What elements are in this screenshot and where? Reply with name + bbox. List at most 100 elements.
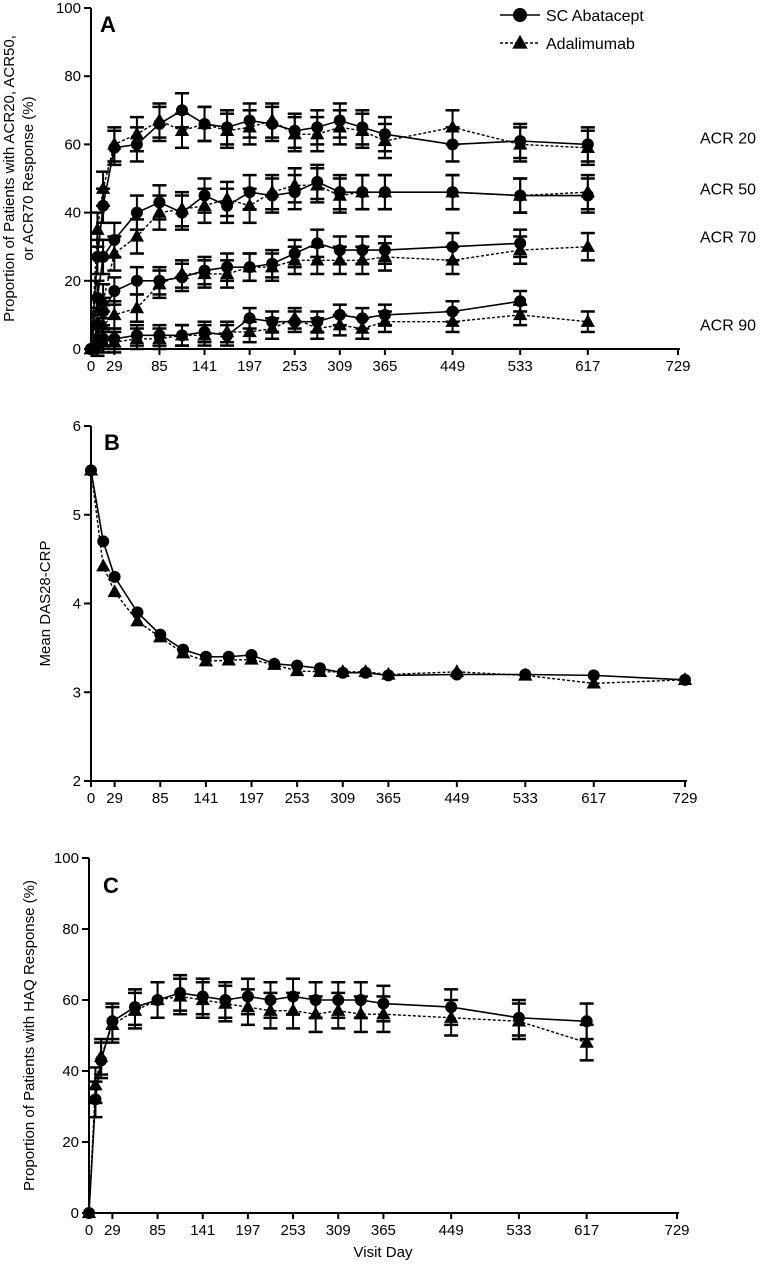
abatacept-point xyxy=(106,1015,119,1028)
abatacept-point xyxy=(241,990,254,1003)
abatacept-point xyxy=(131,606,144,619)
abatacept-point xyxy=(174,986,187,999)
legend-marker-abatacept xyxy=(513,8,527,22)
abatacept-point xyxy=(377,997,390,1010)
x-tick-label: 449 xyxy=(440,358,465,375)
x-tick-label: 617 xyxy=(581,790,606,807)
x-tick-label: 197 xyxy=(239,790,264,807)
x-tick-label: 141 xyxy=(193,790,218,807)
acr50-abatacept-point xyxy=(221,199,234,212)
y-tick-label: 100 xyxy=(54,850,79,867)
panel-letter: B xyxy=(104,430,120,455)
acr70-abatacept-point xyxy=(266,257,279,270)
acr20-abatacept-point xyxy=(288,124,301,137)
x-tick-label: 141 xyxy=(192,358,217,375)
acr90-abatacept-point xyxy=(333,308,346,321)
acr90-abatacept-point xyxy=(243,312,256,325)
abatacept-point xyxy=(519,668,532,681)
acr50-abatacept-point xyxy=(108,233,121,246)
abatacept-point xyxy=(309,994,322,1006)
acr90-abatacept-point xyxy=(446,305,459,318)
x-tick-label: 197 xyxy=(235,1222,260,1239)
acr90-abatacept-point xyxy=(378,308,391,321)
x-tick-label: 0 xyxy=(87,358,95,375)
x-tick-label: 533 xyxy=(506,1222,531,1239)
acr50-abatacept-point xyxy=(378,186,391,199)
acr70-adalimumab-point xyxy=(310,252,325,266)
acr20-abatacept-point xyxy=(333,114,346,127)
x-tick-label: 253 xyxy=(281,1222,306,1239)
x-tick-label: 617 xyxy=(575,358,600,375)
y-tick-label: 40 xyxy=(64,205,81,222)
acr50-abatacept-point xyxy=(333,186,346,199)
acr20-abatacept-point xyxy=(581,138,594,151)
legend-label-abatacept: SC Abatacept xyxy=(546,8,644,25)
acr70-abatacept-point xyxy=(514,237,527,250)
acr90-abatacept-point xyxy=(97,332,110,345)
x-tick-label: 29 xyxy=(106,358,123,375)
acr20-abatacept-point xyxy=(108,141,121,154)
acr20-abatacept-point xyxy=(130,138,143,151)
abatacept-point xyxy=(354,994,367,1006)
x-tick-label: 85 xyxy=(151,358,168,375)
y-tick-label: 80 xyxy=(64,68,81,85)
acr90-abatacept-point xyxy=(108,332,121,345)
x-tick-label: 0 xyxy=(85,1222,93,1239)
acr20-abatacept-point xyxy=(378,128,391,141)
y-tick-label: 6 xyxy=(73,418,81,435)
acr70-abatacept-point xyxy=(288,247,301,260)
x-tick-label: 253 xyxy=(285,790,310,807)
acr90-abatacept-point xyxy=(198,325,211,338)
abatacept-point xyxy=(245,648,258,661)
acr70-adalimumab-point xyxy=(129,300,145,314)
acr70-abatacept-point xyxy=(378,244,391,257)
abatacept-point xyxy=(97,535,110,548)
acr50-abatacept-point xyxy=(198,189,211,202)
abatacept-point xyxy=(268,657,281,670)
abatacept-point xyxy=(287,990,300,1003)
series-label: ACR 50 xyxy=(700,182,756,199)
abatacept-point xyxy=(264,994,277,1006)
x-tick-label: 85 xyxy=(149,1222,166,1239)
abatacept-point xyxy=(445,1001,458,1014)
acr20-abatacept-point xyxy=(266,117,279,130)
x-tick-label: 729 xyxy=(672,790,697,807)
y-tick-label: 5 xyxy=(73,507,81,524)
acr50-abatacept-point xyxy=(97,250,110,263)
abatacept-point xyxy=(154,628,167,641)
abatacept-point xyxy=(512,1011,525,1024)
abatacept-point xyxy=(313,662,326,675)
acr50-abatacept-point xyxy=(311,175,324,188)
acr70-abatacept-point xyxy=(333,244,346,257)
y-axis-label: Proportion of Patients with ACR20, ACR50… xyxy=(1,35,18,322)
acr70-abatacept-point xyxy=(175,271,188,284)
acr20-abatacept-point xyxy=(356,121,369,134)
panel-letter: C xyxy=(103,873,119,898)
x-tick-label: 365 xyxy=(371,1222,396,1239)
adalimumab-point xyxy=(107,584,122,598)
y-tick-label: 100 xyxy=(56,0,81,17)
acr50-abatacept-point xyxy=(356,186,369,199)
abatacept-point xyxy=(222,650,235,663)
acr90-abatacept-point xyxy=(266,315,279,328)
abatacept-point xyxy=(219,994,232,1006)
abatacept-point xyxy=(291,659,304,672)
acr90-abatacept-point xyxy=(130,329,143,342)
acr20-abatacept-point xyxy=(243,114,256,127)
acr20-abatacept-point xyxy=(446,138,459,151)
acr70-adalimumab-point xyxy=(107,307,122,321)
acr20-abatacept-point xyxy=(175,104,188,117)
acr90-adalimumab-point xyxy=(513,307,528,321)
y-tick-label: 20 xyxy=(62,1134,79,1151)
x-tick-label: 365 xyxy=(376,790,401,807)
acr20-adalimumab-point xyxy=(174,123,190,136)
adalimumab-point xyxy=(130,613,145,627)
acr50-abatacept-point xyxy=(581,189,594,202)
y-tick-label: 80 xyxy=(62,921,79,938)
x-tick-label: 0 xyxy=(87,790,95,807)
y-tick-label: 4 xyxy=(73,596,81,613)
abatacept-point xyxy=(89,1093,102,1106)
adalimumab-point xyxy=(96,558,111,572)
acr70-adalimumab-point xyxy=(580,239,595,252)
